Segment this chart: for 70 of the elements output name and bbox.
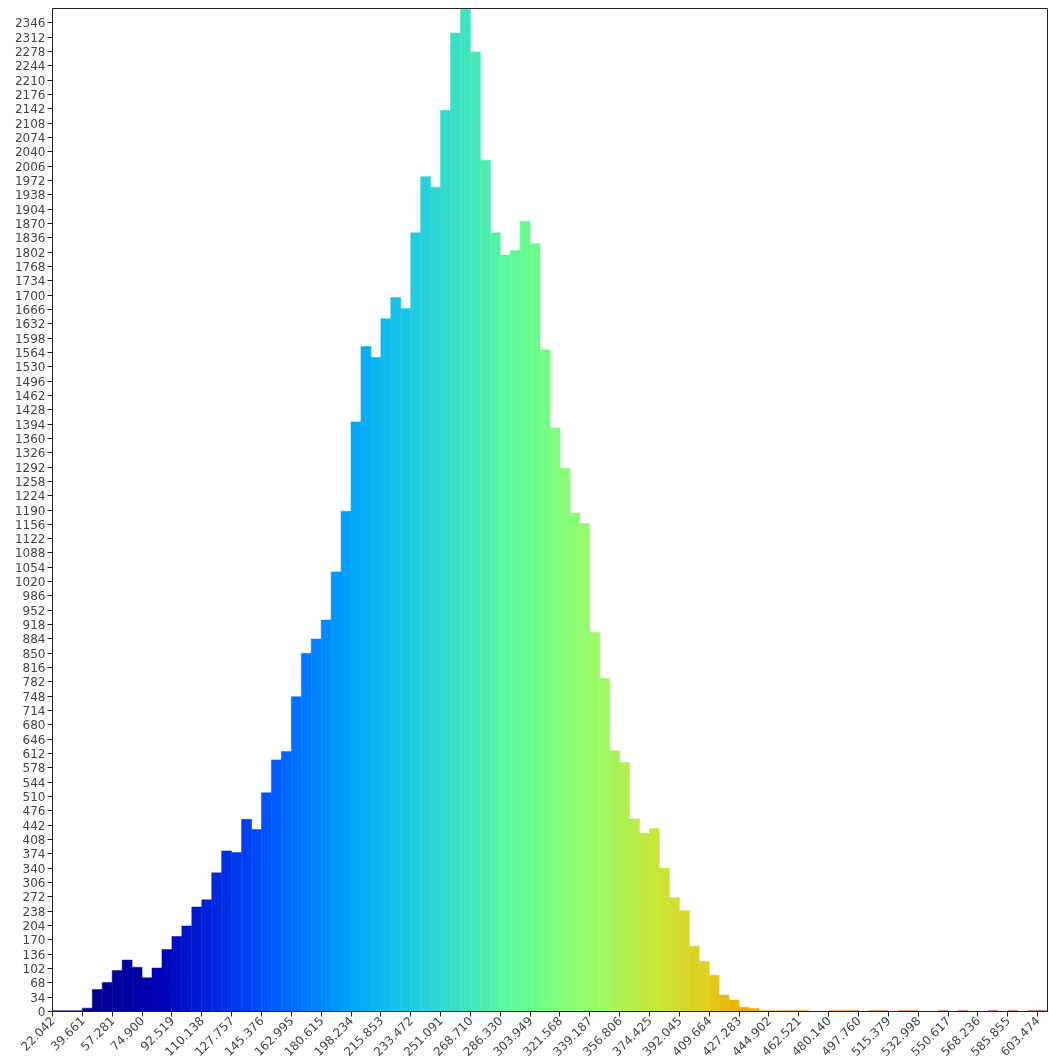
y-tick-label: 2074 (14, 130, 46, 145)
y-tick-label: 714 (22, 704, 46, 719)
y-tick-label: 1122 (14, 532, 46, 547)
y-tick-label: 2346 (14, 16, 46, 31)
y-tick-label: 2006 (14, 159, 46, 174)
y-tick-label: 408 (22, 833, 46, 848)
y-tick-label: 1836 (14, 231, 46, 246)
y-tick-label: 1428 (14, 403, 46, 418)
y-tick-label: 510 (22, 790, 46, 805)
y-tick-label: 1700 (14, 288, 46, 303)
y-tick-label: 1190 (14, 503, 46, 518)
y-tick-label: 680 (22, 718, 46, 733)
y-tick-label: 1802 (14, 245, 46, 260)
y-tick-label: 646 (22, 732, 46, 747)
y-tick-label: 2210 (14, 73, 46, 88)
y-tick-label: 2040 (14, 145, 46, 160)
y-tick-label: 850 (22, 646, 46, 661)
y-tick-label: 1870 (14, 216, 46, 231)
y-tick-label: 918 (22, 618, 46, 633)
y-tick-label: 1054 (14, 560, 46, 575)
y-tick-label: 1666 (14, 302, 46, 317)
y-tick-label: 2244 (14, 59, 46, 74)
y-tick-label: 1224 (14, 489, 46, 504)
y-tick-label: 1394 (14, 417, 46, 432)
y-tick-label: 612 (22, 747, 46, 762)
y-tick-label: 442 (22, 818, 46, 833)
y-tick-label: 1530 (14, 360, 46, 375)
y-tick-label: 2142 (14, 102, 46, 117)
y-tick-label: 306 (22, 876, 46, 891)
y-tick-label: 782 (22, 675, 46, 690)
y-tick-label: 374 (22, 847, 46, 862)
y-tick-label: 1972 (14, 173, 46, 188)
y-tick-label: 1258 (14, 474, 46, 489)
y-tick-label: 544 (22, 775, 46, 790)
y-tick-label: 1156 (14, 517, 46, 532)
y-tick-label: 272 (22, 890, 46, 905)
y-tick-label: 1496 (14, 374, 46, 389)
y-tick-label: 476 (22, 804, 46, 819)
y-tick-label: 1292 (14, 460, 46, 475)
y-tick-label: 1598 (14, 331, 46, 346)
y-tick-label: 238 (22, 904, 46, 919)
y-tick-label: 2312 (14, 30, 46, 45)
y-tick-label: 884 (22, 632, 46, 647)
y-tick-label: 170 (22, 933, 46, 948)
y-tick-label: 2278 (14, 44, 46, 59)
y-tick-label: 34 (30, 990, 46, 1005)
y-tick-label: 0 (37, 1005, 46, 1019)
y-tick-label: 2108 (14, 116, 46, 131)
y-tick-label: 1088 (14, 546, 46, 561)
y-tick-label: 816 (22, 661, 46, 676)
y-tick-label: 1020 (14, 575, 46, 590)
y-tick-label: 204 (22, 919, 46, 934)
y-tick-label: 1564 (14, 345, 46, 360)
y-tick-label: 1904 (14, 202, 46, 217)
y-tick-label: 1632 (14, 317, 46, 332)
y-tick-label: 1938 (14, 188, 46, 203)
y-tick-label: 102 (22, 962, 46, 977)
y-tick-label: 1462 (14, 388, 46, 403)
y-tick-label: 136 (22, 947, 46, 962)
y-tick-label: 748 (22, 689, 46, 704)
y-tick-label: 68 (30, 976, 46, 991)
y-tick-label: 952 (22, 603, 46, 618)
y-tick-label: 986 (22, 589, 46, 604)
y-tick-label: 578 (22, 761, 46, 776)
y-tick-label: 1734 (14, 274, 46, 289)
y-tick-label: 1360 (14, 431, 46, 446)
y-tick-label: 1768 (14, 259, 46, 274)
y-tick-label: 340 (22, 861, 46, 876)
y-tick-label: 2176 (14, 87, 46, 102)
y-tick-label: 1326 (14, 446, 46, 461)
